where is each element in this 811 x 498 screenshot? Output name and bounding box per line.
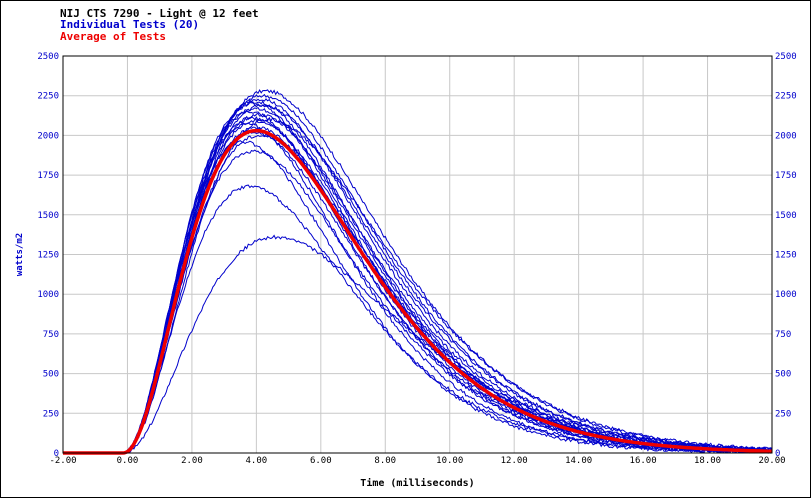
y-tick-label-right: 2500	[775, 52, 797, 62]
y-tick-label-left: 750	[43, 330, 59, 340]
y-axis-label: watts/m2	[15, 233, 25, 276]
individual-test-line	[63, 93, 773, 454]
individual-test-line	[63, 130, 772, 454]
x-tick-label: 18.00	[694, 456, 721, 466]
y-tick-label-left: 0	[54, 449, 59, 459]
x-tick-label: 20.00	[758, 456, 785, 466]
x-tick-label: 4.00	[246, 456, 268, 466]
y-tick-label-left: 2000	[37, 131, 59, 141]
x-tick-labels: -2.00 0.00 2.00 4.00 6.00 8.00 10.00 12.00 14.00…	[49, 456, 785, 466]
individual-test-line	[63, 104, 773, 454]
individual-test-line	[63, 116, 773, 454]
individual-test-line	[63, 149, 773, 454]
y-tick-label-left: 250	[43, 409, 59, 419]
chart-title: NIJ CTS 7290 - Light @ 12 feet	[60, 7, 259, 20]
y-tick-label-left: 2500	[37, 52, 59, 62]
y-tick-label-right: 1250	[775, 251, 797, 261]
y-tick-label-left: 1500	[37, 211, 59, 221]
average-series-group	[63, 128, 773, 455]
y-tick-label-right: 750	[775, 330, 791, 340]
individual-test-line	[63, 112, 773, 454]
x-tick-label: 12.00	[501, 456, 528, 466]
x-tick-label: 16.00	[630, 456, 657, 466]
x-tick-label: 10.00	[436, 456, 463, 466]
individual-test-line	[63, 234, 773, 454]
y-tick-label-left: 500	[43, 370, 59, 380]
individual-test-line	[63, 110, 773, 454]
individual-series-group	[63, 89, 773, 454]
x-axis-label: Time (milliseconds)	[360, 477, 474, 489]
x-tick-label: -2.00	[49, 456, 76, 466]
y-tick-labels-right: 0 250 500 750 1000 1250 1500 1750 2000 2250 2500	[775, 52, 797, 459]
y-tick-label-right: 0	[775, 449, 780, 459]
y-tick-label-right: 2000	[775, 131, 797, 141]
y-tick-label-left: 1250	[37, 251, 59, 261]
y-tick-label-left: 2250	[37, 92, 59, 102]
y-tick-label-right: 2250	[775, 92, 797, 102]
x-tick-label: 0.00	[117, 456, 139, 466]
y-tick-label-left: 1000	[37, 290, 59, 300]
legend-individual-tests: Individual Tests (20)	[60, 18, 200, 31]
y-tick-label-left: 1750	[37, 171, 59, 181]
individual-test-line	[63, 115, 773, 454]
y-tick-labels-left: 0 250 500 750 1000 1250 1500 1750 2000 2250 2500	[37, 52, 59, 459]
individual-test-line	[63, 106, 773, 454]
individual-test-line	[63, 98, 772, 454]
individual-test-line	[63, 89, 773, 454]
x-tick-label: 14.00	[565, 456, 592, 466]
legend-average-of-tests: Average of Tests	[60, 30, 166, 43]
x-tick-label: 6.00	[310, 456, 332, 466]
y-tick-label-right: 1750	[775, 171, 797, 181]
y-tick-label-right: 1000	[775, 290, 797, 300]
individual-test-line	[63, 184, 773, 454]
y-tick-label-right: 500	[775, 370, 791, 380]
plot-area-border	[62, 55, 773, 454]
x-tick-label: 8.00	[374, 456, 396, 466]
y-tick-label-right: 250	[775, 409, 791, 419]
grid-lines	[62, 55, 773, 454]
average-line	[63, 128, 773, 455]
y-tick-label-right: 1500	[775, 211, 797, 221]
individual-test-line	[63, 139, 773, 454]
x-tick-label: 2.00	[181, 456, 203, 466]
individual-test-line	[63, 100, 773, 454]
individual-test-line	[63, 122, 773, 454]
individual-test-line	[63, 101, 773, 454]
